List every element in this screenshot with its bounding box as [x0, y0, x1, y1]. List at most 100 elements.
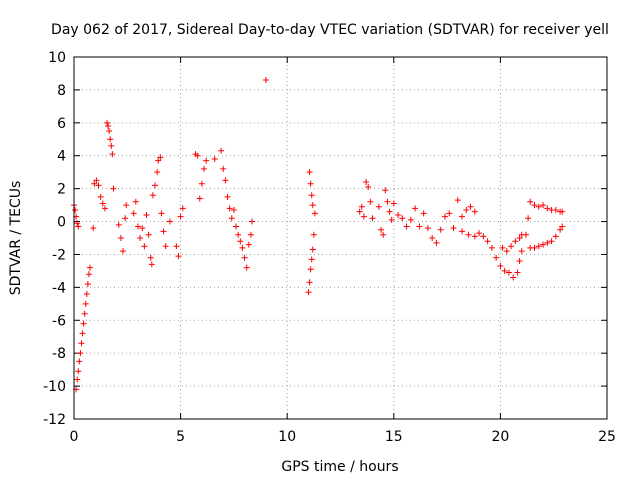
data-point: [95, 182, 102, 189]
data-point: [143, 211, 150, 218]
data-point: [86, 264, 93, 271]
data-point: [139, 225, 146, 232]
data-point: [220, 165, 227, 172]
data-point: [378, 226, 385, 233]
data-point: [78, 340, 85, 347]
data-point: [497, 262, 504, 269]
data-point: [390, 200, 397, 207]
data-point: [375, 203, 382, 210]
data-point: [226, 205, 233, 212]
data-point: [465, 231, 472, 238]
data-point: [243, 264, 250, 271]
data-point: [166, 218, 173, 225]
grid-layer: [74, 57, 607, 419]
data-point: [454, 197, 461, 204]
data-point: [235, 231, 242, 238]
data-point: [230, 207, 237, 214]
data-point: [147, 254, 154, 261]
data-point: [512, 238, 519, 245]
x-tick-label: 0: [70, 429, 79, 445]
data-point: [424, 225, 431, 232]
data-point: [459, 228, 466, 235]
data-point: [107, 136, 114, 143]
data-point: [420, 210, 427, 217]
data-point: [367, 198, 374, 205]
data-point: [90, 225, 97, 232]
y-tick-label: 8: [57, 83, 66, 99]
data-point: [384, 198, 391, 205]
data-point: [309, 246, 316, 253]
data-point: [522, 231, 529, 238]
data-point: [356, 208, 363, 215]
y-tick-labels: -12 -10 -8 -6 -4 -2 0 2 4 6 8 10: [43, 50, 66, 428]
data-point: [360, 213, 367, 220]
data-point: [363, 179, 370, 186]
x-tick-label: 15: [385, 429, 403, 445]
data-point: [416, 223, 423, 230]
data-point: [544, 239, 551, 246]
data-point: [74, 220, 81, 227]
data-point: [228, 215, 235, 222]
data-point: [76, 358, 83, 365]
data-point: [463, 207, 470, 214]
data-point: [106, 128, 113, 135]
data-point: [488, 244, 495, 251]
data-point: [446, 210, 453, 217]
data-point: [516, 258, 523, 265]
data-point: [80, 320, 87, 327]
data-point: [559, 223, 566, 230]
data-point: [141, 243, 148, 250]
data-point: [484, 238, 491, 245]
data-point: [237, 238, 244, 245]
data-point: [531, 202, 538, 209]
x-tick-label: 20: [491, 429, 509, 445]
data-point: [130, 210, 137, 217]
data-point: [471, 208, 478, 215]
data-point: [194, 152, 201, 159]
data-points: [71, 77, 566, 393]
data-point: [218, 147, 225, 154]
data-point: [173, 243, 180, 250]
data-point: [93, 177, 100, 184]
data-point: [493, 254, 500, 261]
data-point: [306, 169, 313, 176]
data-point: [310, 231, 317, 238]
data-point: [75, 368, 82, 375]
data-point: [388, 216, 395, 223]
data-point: [72, 207, 79, 214]
data-point: [196, 195, 203, 202]
plot-frame: [73, 56, 608, 420]
x-tick-labels: 0 5 10 15 20 25: [70, 429, 616, 445]
y-tick-label: 10: [48, 50, 66, 66]
data-point: [540, 241, 547, 248]
data-point: [503, 248, 510, 255]
data-point: [201, 165, 208, 172]
y-tick-label: -2: [52, 247, 66, 263]
data-point: [222, 177, 229, 184]
data-point: [505, 269, 512, 276]
y-tick-label: 6: [57, 116, 66, 132]
data-point: [307, 180, 314, 187]
data-point: [450, 225, 457, 232]
data-point: [132, 198, 139, 205]
data-point: [83, 290, 90, 297]
data-point: [501, 267, 508, 274]
data-point: [82, 300, 89, 307]
data-point: [120, 248, 127, 255]
data-point: [84, 281, 91, 288]
y-tick-label: -12: [43, 412, 66, 428]
data-point: [262, 77, 269, 84]
data-point: [162, 243, 169, 250]
data-point: [403, 223, 410, 230]
data-point: [369, 215, 376, 222]
data-point: [245, 241, 252, 248]
data-point: [548, 238, 555, 245]
data-point: [395, 211, 402, 218]
data-point: [97, 193, 104, 200]
data-point: [557, 226, 564, 233]
data-point: [247, 231, 254, 238]
data-point: [211, 156, 218, 163]
data-point: [198, 180, 205, 187]
data-point: [79, 330, 86, 337]
data-point: [380, 231, 387, 238]
